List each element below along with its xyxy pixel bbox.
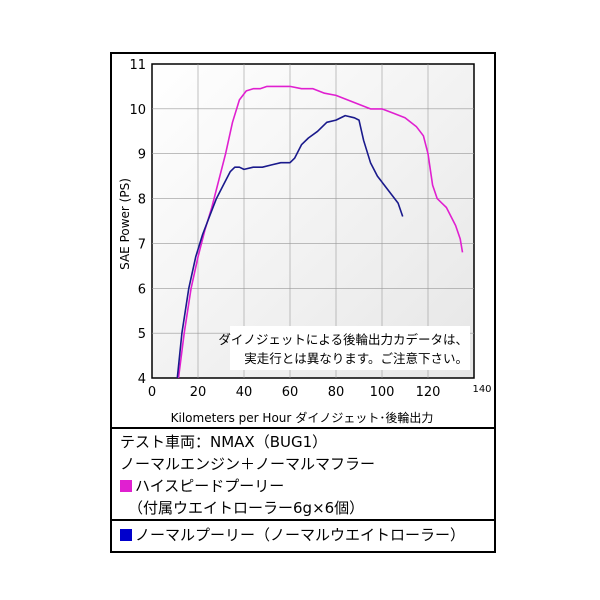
x-tick-labels: 0 20 40 60 80 100 120 140 bbox=[148, 384, 492, 400]
normal-swatch bbox=[120, 529, 132, 541]
legend-config: ノーマルエンジン＋ノーマルマフラー bbox=[120, 455, 376, 473]
annotation-line-1: ダイノジェットによる後輪出力カデータは、 bbox=[218, 332, 468, 347]
y-tick-label-0: 4 bbox=[138, 372, 146, 387]
x-axis-label: Kilometers per Hour ダイノジェット･後輪出力 bbox=[171, 410, 434, 425]
legend-normal: ノーマルプーリー（ノーマルウエイトローラー） bbox=[120, 526, 465, 544]
series-line-1 bbox=[176, 114, 404, 379]
x-tick-label-3: 60 bbox=[282, 385, 299, 400]
y-tick-label-4: 8 bbox=[138, 193, 146, 208]
x-tick-label-5: 100 bbox=[370, 385, 395, 400]
x-tick-label-0: 0 bbox=[148, 385, 156, 400]
x-axis-label-suffix: ダイノジェット･後輪出力 bbox=[295, 410, 433, 425]
y-tick-label-7: 11 bbox=[129, 58, 146, 73]
y-tick-labels: 4 5 6 7 8 9 10 11 bbox=[129, 58, 146, 387]
x-tick-label-7: 140 bbox=[472, 384, 491, 395]
legend-high-speed-sub: （付属ウエイトローラー6g×6個） bbox=[128, 499, 365, 517]
x-axis-label-main: Kilometers per Hour bbox=[171, 411, 292, 425]
legend-vehicle: テスト車両：NMAX（BUG1） bbox=[120, 433, 328, 451]
y-axis-label: SAE Power (PS) bbox=[118, 178, 132, 270]
plot-background bbox=[151, 63, 475, 379]
annotation-line-2: 実走行とは異なります。ご注意下さい。 bbox=[244, 351, 468, 366]
y-tick-label-2: 6 bbox=[138, 282, 146, 297]
legend-panel: テスト車両：NMAX（BUG1） ノーマルエンジン＋ノーマルマフラー ハイスピー… bbox=[110, 427, 496, 553]
y-tick-label-3: 7 bbox=[138, 237, 146, 252]
chart-frame: 4 5 6 7 8 9 10 11 0 20 40 60 80 100 120 140 SAE Power … bbox=[110, 52, 496, 429]
annotation-box bbox=[230, 326, 470, 370]
power-chart: 4 5 6 7 8 9 10 11 0 20 40 60 80 100 120 140 SAE Power … bbox=[118, 58, 492, 425]
series-line-0 bbox=[177, 85, 464, 379]
legend-high-speed: ハイスピードプーリー bbox=[120, 477, 284, 495]
high-speed-swatch bbox=[120, 480, 132, 492]
legend-normal-box: ノーマルプーリー（ノーマルウエイトローラー） bbox=[112, 519, 494, 551]
high-speed-label: ハイスピードプーリー bbox=[135, 477, 285, 495]
x-tick-label-2: 40 bbox=[236, 385, 253, 400]
series-lines bbox=[176, 85, 464, 379]
y-tick-label-6: 10 bbox=[129, 103, 146, 118]
x-tick-label-6: 120 bbox=[416, 385, 441, 400]
normal-label: ノーマルプーリー（ノーマルウエイトローラー） bbox=[135, 526, 466, 544]
x-tick-label-1: 20 bbox=[190, 385, 207, 400]
x-tick-label-4: 80 bbox=[328, 385, 345, 400]
y-tick-label-5: 9 bbox=[138, 148, 146, 163]
y-tick-label-1: 5 bbox=[138, 327, 146, 342]
